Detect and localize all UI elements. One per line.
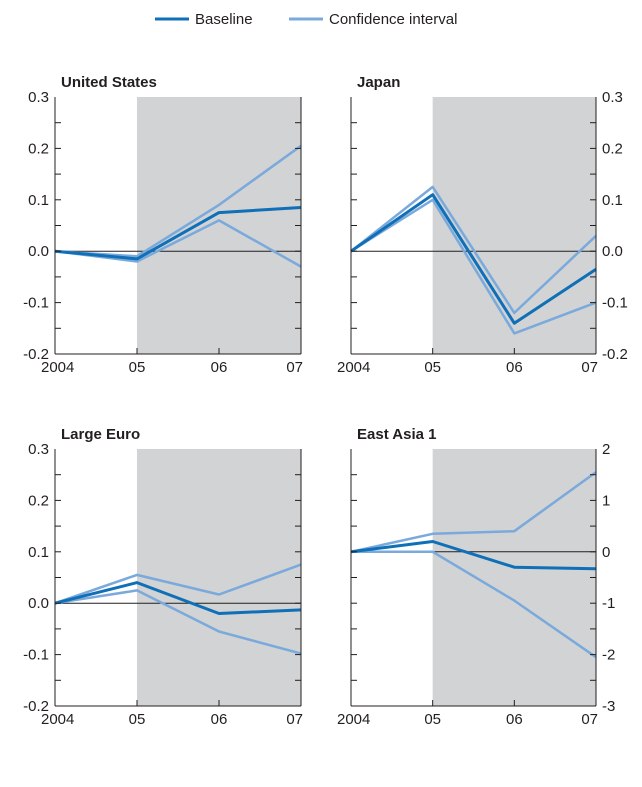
y-tick-label: 1 bbox=[602, 492, 610, 509]
y-tick-label: -0.2 bbox=[602, 346, 628, 363]
y-tick-label: 0.0 bbox=[602, 243, 623, 260]
legend-baseline-label: Baseline bbox=[195, 11, 253, 28]
x-tick-label: 06 bbox=[506, 711, 523, 728]
x-tick-label: 2004 bbox=[41, 359, 74, 376]
panel-1: -0.2 -0.1 0.0 0.1 0.2 0.3 2004 05 06 07 United Sta… bbox=[23, 74, 303, 376]
confidence-line-1 bbox=[350, 185, 597, 315]
x-tick-label: 06 bbox=[506, 359, 523, 376]
x-tick-label: 2004 bbox=[337, 711, 370, 728]
confidence-line-2 bbox=[54, 589, 302, 655]
y-tick-label: 0.1 bbox=[602, 192, 623, 209]
y-tick-label: 0.0 bbox=[28, 243, 49, 260]
axes bbox=[54, 449, 302, 707]
x-tick-label: 05 bbox=[129, 359, 146, 376]
confidence-line-1 bbox=[350, 471, 597, 554]
y-tick-label: -0.2 bbox=[23, 346, 49, 363]
y-tick-label: -1 bbox=[602, 595, 615, 612]
panels: -0.2 -0.1 0.0 0.1 0.2 0.3 2004 05 06 07 United Sta… bbox=[23, 74, 628, 728]
panel-4: -3 -2 -1 0 1 2 2004 05 06 07 East Asia 1 bbox=[337, 426, 615, 728]
x-tick-label: 06 bbox=[211, 359, 228, 376]
y-tick-label: 0.3 bbox=[28, 89, 49, 106]
y-tick-label: 0.2 bbox=[28, 140, 49, 157]
panel-title: Japan bbox=[357, 74, 400, 91]
x-tick-label: 05 bbox=[424, 359, 441, 376]
y-tick-label: 0.1 bbox=[28, 544, 49, 561]
panel-title: East Asia 1 bbox=[357, 426, 437, 443]
x-tick-label: 05 bbox=[424, 711, 441, 728]
panel-title: United States bbox=[61, 74, 157, 91]
confidence-line-2 bbox=[351, 550, 597, 659]
y-tick-label: 0.1 bbox=[28, 192, 49, 209]
y-tick-label: 0.3 bbox=[28, 441, 49, 458]
y-tick-label: 0.2 bbox=[602, 140, 623, 157]
x-tick-label: 07 bbox=[286, 711, 303, 728]
confidence-line-2 bbox=[350, 198, 597, 335]
axes bbox=[350, 449, 597, 707]
y-tick-label: -0.1 bbox=[602, 295, 628, 312]
x-tick-label: 07 bbox=[286, 359, 303, 376]
x-tick-label: 05 bbox=[129, 711, 146, 728]
legend: Baseline Confidence interval bbox=[155, 11, 457, 28]
baseline-line bbox=[54, 581, 302, 615]
y-tick-label: 0.2 bbox=[28, 492, 49, 509]
legend-confidence-label: Confidence interval bbox=[329, 11, 457, 28]
panel-3: -0.2 -0.1 0.0 0.1 0.2 0.3 2004 05 06 07 Large Euro bbox=[23, 426, 303, 728]
forecast-shading bbox=[432, 449, 596, 706]
x-tick-label: 07 bbox=[581, 711, 598, 728]
y-tick-label: 0 bbox=[602, 544, 610, 561]
x-tick-label: 07 bbox=[581, 359, 598, 376]
y-tick-label: -0.1 bbox=[23, 647, 49, 664]
y-tick-label: 2 bbox=[602, 441, 610, 458]
baseline-line bbox=[350, 540, 597, 571]
baseline-line bbox=[350, 193, 597, 325]
baseline-line bbox=[54, 206, 302, 261]
x-tick-label: 2004 bbox=[337, 359, 370, 376]
axes bbox=[350, 97, 597, 355]
y-tick-label: -2 bbox=[602, 647, 615, 664]
confidence-line-1 bbox=[54, 563, 302, 605]
y-tick-label: 0.0 bbox=[28, 595, 49, 612]
y-tick-label: -3 bbox=[602, 698, 615, 715]
axes bbox=[54, 97, 302, 355]
forecast-shading bbox=[137, 97, 301, 354]
forecast-shading bbox=[137, 449, 301, 706]
panel-title: Large Euro bbox=[61, 426, 140, 443]
x-tick-label: 06 bbox=[211, 711, 228, 728]
y-tick-label: -0.1 bbox=[23, 295, 49, 312]
x-tick-label: 2004 bbox=[41, 711, 74, 728]
y-tick-label: 0.3 bbox=[602, 89, 623, 106]
panel-2: -0.2 -0.1 0.0 0.1 0.2 0.3 2004 05 06 07 Japan bbox=[337, 74, 628, 376]
y-tick-label: -0.2 bbox=[23, 698, 49, 715]
